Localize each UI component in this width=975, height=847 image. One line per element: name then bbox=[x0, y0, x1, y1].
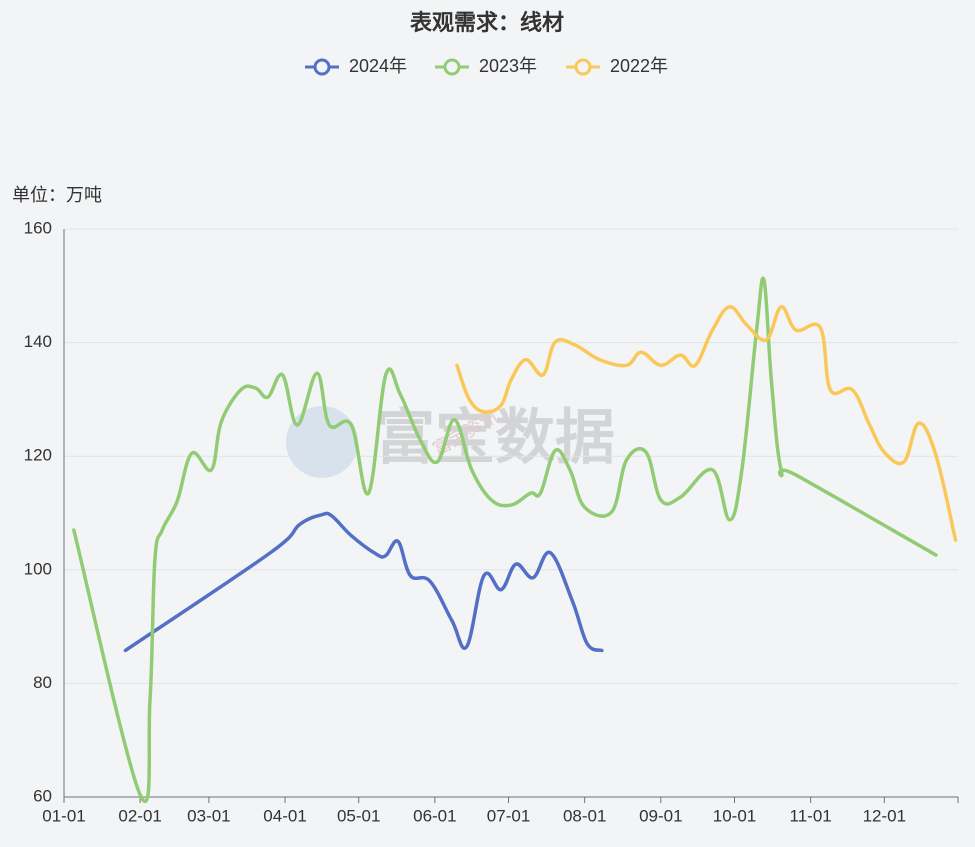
watermark-group: 富宝数据 富宝资讯 bbox=[286, 404, 615, 478]
x-tick-label: 02-01 bbox=[118, 806, 161, 825]
watermark: 富宝数据 bbox=[375, 404, 615, 471]
series-line bbox=[455, 305, 958, 543]
x-tick-label: 07-01 bbox=[487, 806, 530, 825]
legend-label: 2024年 bbox=[349, 56, 407, 76]
series-line bbox=[72, 276, 938, 804]
x-tick-label: 11-01 bbox=[790, 806, 832, 825]
legend-marker bbox=[574, 58, 592, 76]
legend-label: 2023年 bbox=[479, 56, 537, 76]
y-tick-label: 120 bbox=[24, 446, 52, 465]
y-tick-label: 160 bbox=[24, 218, 52, 237]
x-tick-label: 12-01 bbox=[863, 806, 906, 825]
x-tick-label: 06-01 bbox=[413, 806, 456, 825]
x-tick-label: 01-01 bbox=[42, 806, 85, 825]
legend-marker bbox=[443, 58, 461, 76]
y-tick-label: 80 bbox=[33, 673, 52, 692]
x-tick-label: 08-01 bbox=[563, 806, 606, 825]
chart-title: 表观需求：线材 bbox=[410, 10, 564, 35]
legend-marker bbox=[313, 58, 331, 76]
x-tick-label: 05-01 bbox=[337, 806, 380, 825]
legend-label: 2022年 bbox=[610, 56, 668, 76]
y-tick-label: 140 bbox=[24, 332, 52, 351]
x-tick-label: 03-01 bbox=[187, 806, 230, 825]
x-tick-label: 04-01 bbox=[263, 806, 306, 825]
y-axis-label: 单位：万吨 bbox=[12, 185, 102, 205]
y-tick-label: 60 bbox=[33, 786, 52, 805]
series-line bbox=[123, 511, 604, 653]
watermark-logo bbox=[286, 406, 358, 478]
y-tick-label: 100 bbox=[24, 559, 52, 578]
x-tick-label: 09-01 bbox=[639, 806, 682, 825]
x-tick-label: 10-01 bbox=[713, 806, 756, 825]
